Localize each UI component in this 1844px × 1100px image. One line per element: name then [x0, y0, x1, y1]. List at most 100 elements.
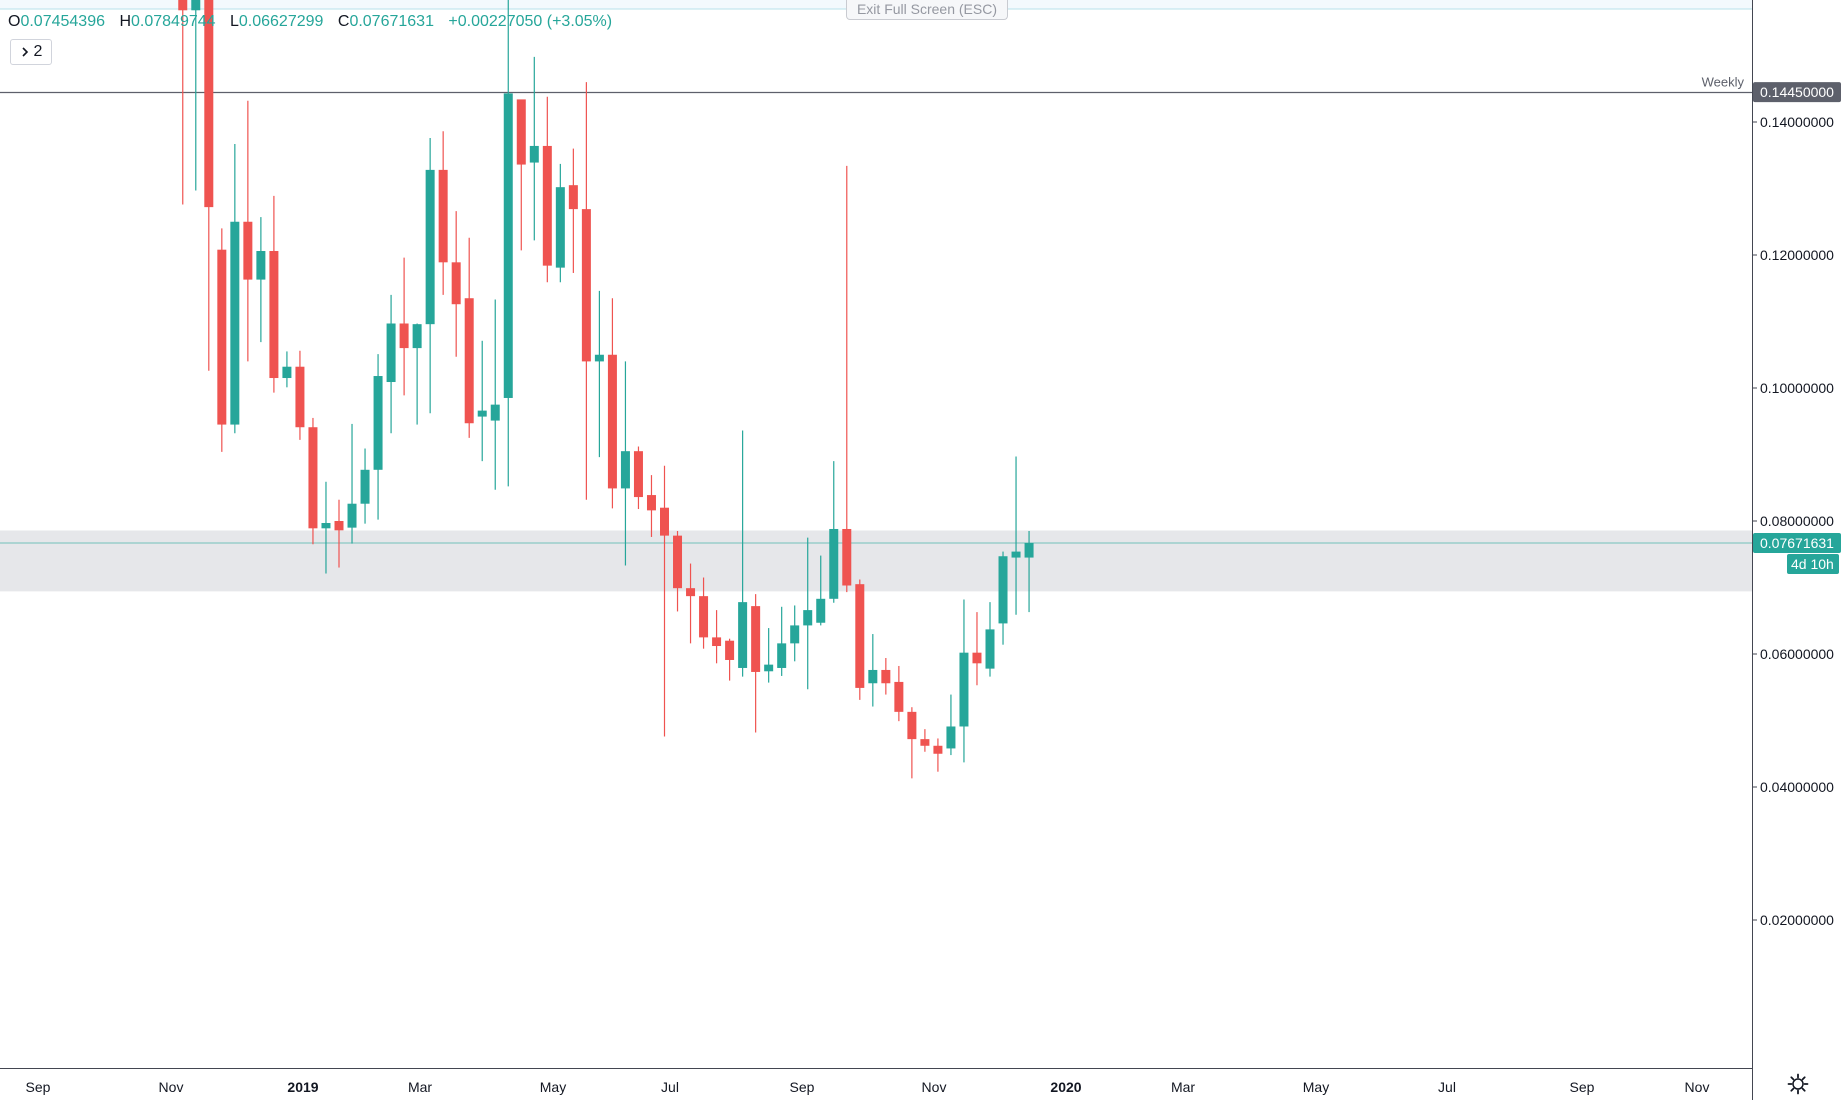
time-axis[interactable]: Sep Nov 2019 Mar May Jul Sep Nov 2020 Mar May Jul Se…	[26, 1079, 1710, 1095]
candle[interactable]	[425, 137, 435, 414]
time-tick-label: Mar	[408, 1079, 432, 1095]
candle[interactable]	[204, 0, 214, 371]
collapse-indicators-button[interactable]: 2	[10, 39, 52, 65]
candle[interactable]	[490, 299, 500, 490]
candle[interactable]	[269, 195, 279, 393]
candle[interactable]	[243, 100, 253, 362]
candle[interactable]	[464, 237, 474, 438]
candle[interactable]	[620, 361, 630, 566]
candle[interactable]	[373, 354, 383, 520]
candle[interactable]	[998, 551, 1008, 645]
candle[interactable]	[777, 606, 787, 676]
candle[interactable]	[308, 417, 318, 545]
candle[interactable]	[751, 594, 761, 733]
high-value: 0.07849744	[131, 13, 216, 30]
candle-body	[308, 427, 318, 529]
candle[interactable]	[321, 481, 331, 574]
level-price-tag-2: 0.14450000	[1753, 82, 1841, 103]
candle[interactable]	[633, 446, 643, 510]
candle[interactable]	[295, 350, 305, 440]
candle-body	[555, 187, 565, 268]
candle[interactable]	[555, 163, 565, 283]
open-label: O	[8, 13, 21, 30]
candle[interactable]	[881, 657, 891, 695]
candle-body	[764, 664, 774, 672]
candle[interactable]	[529, 56, 539, 241]
candle[interactable]	[178, 0, 188, 205]
candle[interactable]	[933, 738, 943, 772]
candle[interactable]	[217, 228, 227, 452]
candle[interactable]	[386, 294, 396, 434]
candle[interactable]	[230, 143, 240, 434]
candle[interactable]	[738, 430, 748, 677]
candle[interactable]	[842, 165, 852, 593]
candle[interactable]	[516, 99, 526, 251]
candle[interactable]	[790, 605, 800, 662]
candle[interactable]	[360, 448, 370, 524]
price-axis[interactable]: 0.320000000.300000000.280000000.26000000…	[1752, 0, 1834, 928]
time-tick-label: 2020	[1050, 1079, 1081, 1095]
candle-body	[660, 507, 669, 536]
candle[interactable]	[542, 96, 552, 283]
time-tick-label: Nov	[922, 1079, 947, 1095]
exit-fullscreen-button[interactable]: Exit Full Screen (ESC)	[846, 0, 1008, 20]
candle[interactable]	[985, 602, 995, 677]
time-tick-label: Sep	[1570, 1079, 1595, 1095]
candle-body	[399, 323, 409, 349]
candle[interactable]	[868, 634, 878, 707]
time-tick-label: May	[1303, 1079, 1329, 1095]
change-value: +0.00227050 (+3.05%)	[448, 13, 613, 30]
candle[interactable]	[451, 211, 461, 357]
candle[interactable]	[347, 423, 357, 544]
candle[interactable]	[712, 610, 722, 664]
candle[interactable]	[646, 475, 656, 537]
candle-body	[321, 522, 331, 529]
candle[interactable]	[920, 729, 930, 752]
candle[interactable]	[959, 599, 969, 763]
candle[interactable]	[581, 82, 591, 500]
candle[interactable]	[399, 257, 409, 396]
price-tick-label: 0.10000000	[1760, 380, 1834, 396]
candle[interactable]	[503, 0, 513, 487]
candle[interactable]	[803, 537, 813, 690]
low-value: 0.06627299	[238, 13, 324, 30]
candle[interactable]	[412, 323, 422, 425]
candle[interactable]	[607, 298, 617, 509]
candle[interactable]	[334, 499, 344, 568]
candle[interactable]	[972, 612, 982, 686]
candle[interactable]	[1024, 530, 1034, 613]
candle[interactable]	[855, 579, 865, 700]
current-price-tag: 0.07671631	[1753, 532, 1841, 553]
candle[interactable]	[191, 0, 201, 191]
time-tick-label: Mar	[1171, 1079, 1195, 1095]
candle[interactable]	[256, 217, 266, 343]
candle[interactable]	[1011, 456, 1021, 615]
candle[interactable]	[477, 340, 487, 462]
candle-body	[594, 354, 604, 362]
candle[interactable]	[568, 148, 578, 273]
candle[interactable]	[660, 465, 669, 737]
candle-body	[998, 556, 1008, 624]
candle[interactable]	[438, 131, 448, 295]
time-tick-label: Jul	[661, 1079, 679, 1095]
candle[interactable]	[907, 707, 917, 779]
candle[interactable]	[816, 555, 826, 626]
candle[interactable]	[686, 563, 696, 644]
candle[interactable]	[764, 628, 774, 683]
candle-body	[295, 366, 305, 428]
gear-icon[interactable]	[1786, 1072, 1810, 1096]
zone-rect-1[interactable]	[0, 530, 1752, 591]
candle-body	[282, 366, 292, 379]
candle[interactable]	[673, 530, 683, 612]
candle[interactable]	[282, 351, 292, 388]
candle[interactable]	[699, 577, 709, 649]
time-tick-label: May	[540, 1079, 566, 1095]
candle[interactable]	[594, 290, 604, 458]
candle[interactable]	[725, 638, 735, 681]
candle-body	[516, 99, 526, 165]
candle[interactable]	[829, 461, 839, 603]
candle[interactable]	[894, 665, 904, 722]
candle[interactable]	[946, 694, 956, 756]
time-tick-label: Nov	[159, 1079, 184, 1095]
